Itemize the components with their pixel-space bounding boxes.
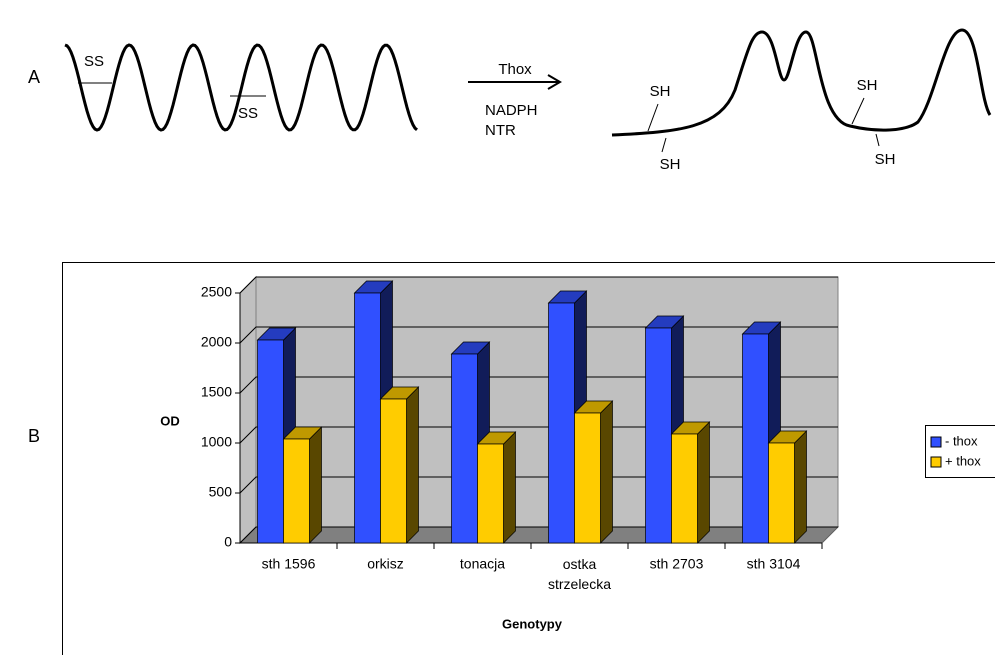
x-tick-label: sth 1596	[262, 556, 316, 572]
cofactor: NADPH	[485, 102, 538, 119]
bond-label: SS	[84, 53, 104, 70]
y-tick-label: 1500	[201, 384, 232, 400]
thiol-label: SH	[857, 77, 878, 94]
grid-line	[239, 276, 838, 294]
x-tick-label: tonacja	[460, 556, 505, 572]
thiol-line	[661, 137, 667, 153]
bar	[574, 412, 601, 544]
grid-line	[239, 376, 838, 394]
bar	[645, 327, 672, 544]
grid-line	[239, 526, 838, 544]
arrow-head	[547, 74, 562, 90]
grid-line	[239, 476, 838, 494]
bond-label: SS	[238, 105, 258, 122]
grid-line	[239, 426, 838, 444]
thiol-line	[851, 97, 865, 125]
thiol-label: SH	[650, 83, 671, 100]
bar	[451, 353, 478, 544]
bar	[354, 292, 381, 544]
bar	[257, 339, 284, 544]
x-tick-label: sth 3104	[747, 556, 801, 572]
bar-side	[697, 421, 710, 544]
bar	[671, 433, 698, 544]
legend-box	[925, 425, 995, 478]
legend-swatch	[930, 436, 942, 448]
y-tick-label: 1000	[201, 434, 232, 450]
x-tick-label: ostka strzelecka	[548, 556, 611, 592]
bar-side	[503, 431, 516, 544]
y-tick-label: 2000	[201, 334, 232, 350]
bar	[742, 333, 769, 544]
y-tick-label: 2500	[201, 284, 232, 300]
bar-side	[309, 426, 322, 544]
y-tick-label: 0	[224, 534, 232, 550]
bar-side	[794, 430, 807, 544]
thiol-label: SH	[660, 156, 681, 173]
x-axis-title: Genotypy	[502, 616, 563, 631]
grid-line	[239, 326, 838, 344]
bar-side	[600, 400, 613, 544]
reduced-protein	[611, 28, 992, 137]
thiol-line	[875, 133, 880, 147]
legend-label: + thox	[945, 453, 981, 468]
legend-swatch	[930, 456, 942, 468]
bar	[477, 443, 504, 544]
x-tick-label: sth 2703	[650, 556, 704, 572]
disulfide-protein	[64, 43, 418, 132]
bar	[380, 398, 407, 544]
y-tick-label: 500	[209, 484, 233, 500]
side-wall	[239, 275, 257, 545]
x-tick-label: orkisz	[367, 556, 404, 572]
bar	[548, 302, 575, 544]
chart: OD Genotypy 0 500 1000 1500 2000 2500 sth 1596…	[160, 275, 995, 631]
reagent: Thox	[498, 61, 532, 78]
bar	[283, 438, 310, 544]
cofactor: NTR	[485, 122, 516, 139]
bar	[768, 442, 795, 544]
legend-label: - thox	[945, 433, 978, 448]
thiol-line	[647, 103, 659, 132]
bar-side	[406, 386, 419, 544]
panel-label: B	[28, 426, 40, 446]
y-axis-title: OD	[160, 413, 180, 428]
thiol-label: SH	[875, 151, 896, 168]
panel-label: A	[28, 67, 40, 87]
